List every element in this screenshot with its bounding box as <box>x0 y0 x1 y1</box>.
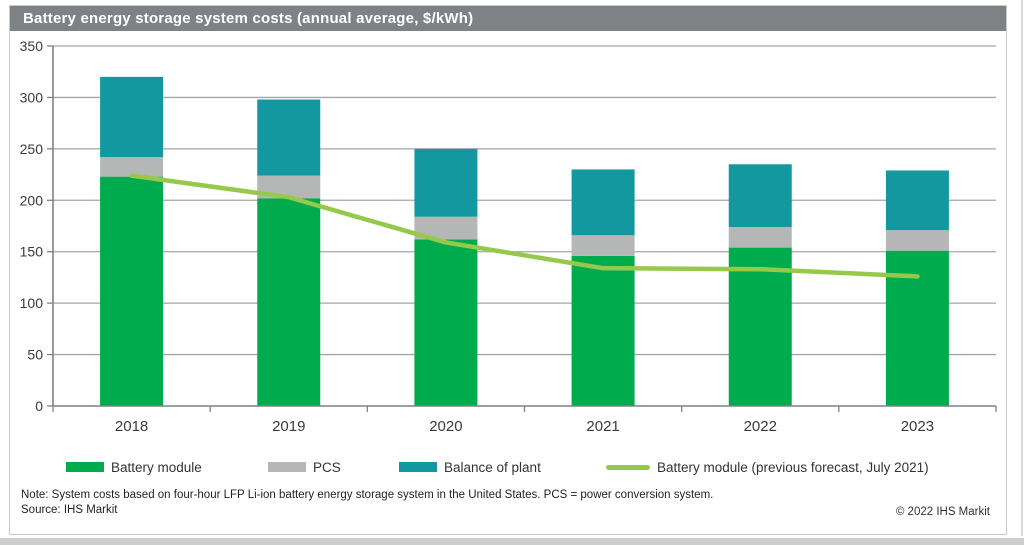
battery-module-swatch <box>66 462 104 472</box>
chart-panel: Battery energy storage system costs (ann… <box>9 5 1007 535</box>
legend-item-forecast-line: Battery module (previous forecast, July … <box>606 456 929 478</box>
svg-text:2022: 2022 <box>744 418 777 435</box>
legend-label-balance-of-plant: Balance of plant <box>444 459 541 475</box>
pcs-swatch <box>268 462 306 472</box>
svg-text:2019: 2019 <box>272 418 305 435</box>
legend-label-pcs: PCS <box>313 459 341 475</box>
copyright-text: © 2022 IHS Markit <box>895 506 990 518</box>
chart-plot-area: 0 50 100 150 200 250 300 350 2018 2019 2020 2021 202… <box>20 38 997 435</box>
svg-text:150: 150 <box>20 244 44 260</box>
forecast-line-swatch <box>606 464 650 470</box>
svg-text:2018: 2018 <box>115 418 148 435</box>
window-right-edge <box>1021 0 1023 536</box>
chart-title: Battery energy storage system costs (ann… <box>23 10 474 27</box>
svg-text:2021: 2021 <box>586 418 619 435</box>
legend-item-pcs: PCS <box>268 456 341 478</box>
svg-text:2020: 2020 <box>429 418 462 435</box>
footnote-block: Note: System costs based on four-hour LF… <box>21 488 781 518</box>
svg-text:50: 50 <box>27 347 43 363</box>
legend-item-battery-module: Battery module <box>66 456 202 478</box>
window-bottom-edge <box>0 538 1024 545</box>
svg-text:300: 300 <box>20 89 44 105</box>
legend-label-forecast-line: Battery module (previous forecast, July … <box>657 459 929 475</box>
chart-title-bar: Battery energy storage system costs (ann… <box>10 6 1006 31</box>
svg-text:100: 100 <box>20 295 44 311</box>
legend-label-battery-module: Battery module <box>111 459 202 475</box>
svg-text:200: 200 <box>20 192 44 208</box>
svg-text:250: 250 <box>20 141 44 157</box>
footnote-text: Note: System costs based on four-hour LF… <box>21 489 714 501</box>
svg-text:2023: 2023 <box>901 418 934 435</box>
svg-text:0: 0 <box>35 398 43 414</box>
balance-of-plant-swatch <box>399 462 437 472</box>
chart-legend: Battery module PCS Balance of plant Batt… <box>10 456 1006 478</box>
source-text: Source: IHS Markit <box>21 504 118 516</box>
legend-item-balance-of-plant: Balance of plant <box>399 456 541 478</box>
svg-text:350: 350 <box>20 38 44 54</box>
